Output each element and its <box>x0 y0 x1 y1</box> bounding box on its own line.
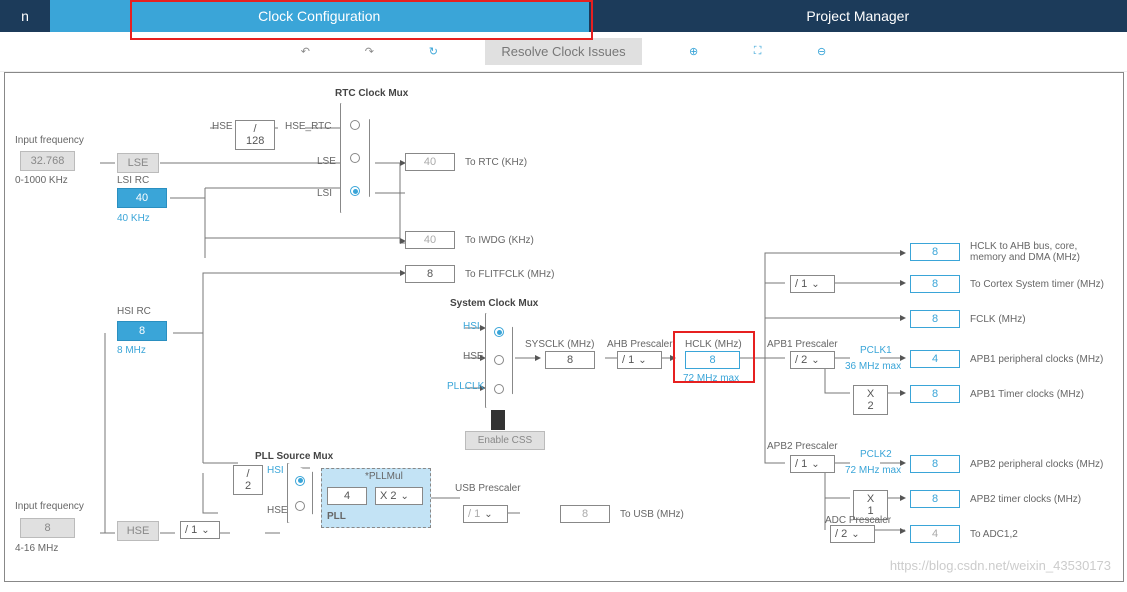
apb2-select[interactable]: / 1 <box>790 455 835 473</box>
sys-pllclk: PLLCLK <box>447 381 484 392</box>
apb1-label: APB1 Prescaler <box>767 339 838 350</box>
lsi-unit: 40 KHz <box>117 213 150 224</box>
resolve-clock-button[interactable]: Resolve Clock Issues <box>485 38 641 65</box>
cortex-label: To Cortex System timer (MHz) <box>970 279 1104 290</box>
mux-arrow-icon <box>491 410 505 430</box>
adc-to-label: To ADC1,2 <box>970 529 1018 540</box>
refresh-icon[interactable]: ↻ <box>421 40 445 64</box>
watermark: https://blog.csdn.net/weixin_43530173 <box>890 558 1111 573</box>
lse-sig-label: LSE <box>317 156 336 167</box>
sys-clock-mux[interactable] <box>485 313 513 408</box>
hse-div128: / 128 <box>235 120 275 150</box>
apb1-timer-mult: X 2 <box>853 385 888 415</box>
lse-button[interactable]: LSE <box>117 153 159 173</box>
hse-div-select[interactable]: / 1 <box>180 521 220 539</box>
pclk2-max: 72 MHz max <box>845 465 901 476</box>
pll-src-title: PLL Source Mux <box>255 451 333 462</box>
pclk1-label: PCLK1 <box>860 345 892 356</box>
pclk1-max: 36 MHz max <box>845 361 901 372</box>
pll-hse-label: HSE <box>267 505 288 516</box>
redo-icon[interactable]: ↷ <box>357 40 381 64</box>
tab-partial[interactable]: n <box>0 0 50 32</box>
usb-select[interactable]: / 1 <box>463 505 508 523</box>
adc-select[interactable]: / 2 <box>830 525 875 543</box>
to-flit-label: To FLITFCLK (MHz) <box>465 269 554 280</box>
hclk-max: 72 MHz max <box>683 373 739 384</box>
apb2-label: APB2 Prescaler <box>767 441 838 452</box>
fclk-val: 8 <box>910 310 960 328</box>
sysclk-label: SYSCLK (MHz) <box>525 339 594 350</box>
pclk2-label: PCLK2 <box>860 449 892 460</box>
apb1-periph-label: APB1 peripheral clocks (MHz) <box>970 354 1103 365</box>
toolbar: ↶ ↷ ↻ Resolve Clock Issues ⊕ ⛶ ⊖ <box>0 32 1127 72</box>
hclk-label: HCLK (MHz) <box>685 339 742 350</box>
enable-css-button[interactable]: Enable CSS <box>465 431 545 450</box>
apb1-timer-label: APB1 Timer clocks (MHz) <box>970 389 1084 400</box>
apb1-select[interactable]: / 2 <box>790 351 835 369</box>
fclk-label: FCLK (MHz) <box>970 314 1026 325</box>
usb-val: 8 <box>560 505 610 523</box>
lse-freq-input[interactable]: 32.768 <box>20 151 75 171</box>
pllmul-select[interactable]: X 2 <box>375 487 423 505</box>
sys-mux-title: System Clock Mux <box>450 298 538 309</box>
hsi-div2: / 2 <box>233 465 263 495</box>
hclk-ahb-val: 8 <box>910 243 960 261</box>
hsi-rc-label: HSI RC <box>117 306 151 317</box>
sysclk-val: 8 <box>545 351 595 369</box>
pll-label: PLL <box>327 511 346 522</box>
iwdg-output: 40 <box>405 231 455 249</box>
hsi-value[interactable]: 8 <box>117 321 167 341</box>
lsi-sig-label: LSI <box>317 188 332 199</box>
zoom-out-icon[interactable]: ⊖ <box>810 40 834 64</box>
ahb-label: AHB Prescaler <box>607 339 673 350</box>
usb-label: USB Prescaler <box>455 483 521 494</box>
to-rtc-label: To RTC (KHz) <box>465 157 527 168</box>
pllmul-label: *PLLMul <box>365 471 403 482</box>
to-iwdg-label: To IWDG (KHz) <box>465 235 534 246</box>
to-usb-label: To USB (MHz) <box>620 509 684 520</box>
pll-hsi-label: HSI <box>267 465 284 476</box>
tab-bar: n Clock Configuration Project Manager <box>0 0 1127 32</box>
apb2-periph-label: APB2 peripheral clocks (MHz) <box>970 459 1103 470</box>
tab-project-manager[interactable]: Project Manager <box>589 0 1127 32</box>
clock-diagram: Input frequency 32.768 0-1000 KHz LSE LS… <box>4 72 1124 582</box>
hclk-ahb-label: HCLK to AHB bus, core, memory and DMA (M… <box>970 241 1110 263</box>
hse-range: 4-16 MHz <box>15 543 58 554</box>
hse-button[interactable]: HSE <box>117 521 159 541</box>
lse-range: 0-1000 KHz <box>15 175 68 186</box>
pll-src-mux[interactable] <box>287 463 313 523</box>
apb2-periph-val: 8 <box>910 455 960 473</box>
cortex-div-select[interactable]: / 1 <box>790 275 835 293</box>
ahb-select[interactable]: / 1 <box>617 351 662 369</box>
sys-hsi: HSI <box>463 321 480 332</box>
flitfclk-val: 8 <box>405 265 455 283</box>
hsi-unit: 8 MHz <box>117 345 146 356</box>
tab-clock-config[interactable]: Clock Configuration <box>50 0 589 32</box>
hse-rtc-label: HSE_RTC <box>285 121 332 132</box>
hse-label-rtc: HSE <box>212 121 233 132</box>
apb2-timer-label: APB2 timer clocks (MHz) <box>970 494 1081 505</box>
rtc-output: 40 <box>405 153 455 171</box>
lsi-rc-label: LSI RC <box>117 175 149 186</box>
lsi-value[interactable]: 40 <box>117 188 167 208</box>
zoom-in-icon[interactable]: ⊕ <box>682 40 706 64</box>
hclk-val[interactable]: 8 <box>685 351 740 369</box>
adc-val: 4 <box>910 525 960 543</box>
apb1-periph-val: 4 <box>910 350 960 368</box>
apb1-timer-val: 8 <box>910 385 960 403</box>
cortex-val: 8 <box>910 275 960 293</box>
pllmul-out: 4 <box>327 487 367 505</box>
hse-input-label: Input frequency <box>15 501 84 512</box>
rtc-mux[interactable] <box>340 103 370 213</box>
apb2-timer-val: 8 <box>910 490 960 508</box>
lse-input-label: Input frequency <box>15 135 84 146</box>
fit-icon[interactable]: ⛶ <box>746 40 770 64</box>
rtc-mux-title: RTC Clock Mux <box>335 88 408 99</box>
hse-freq-input[interactable]: 8 <box>20 518 75 538</box>
undo-icon[interactable]: ↶ <box>293 40 317 64</box>
sys-hse: HSE <box>463 351 484 362</box>
